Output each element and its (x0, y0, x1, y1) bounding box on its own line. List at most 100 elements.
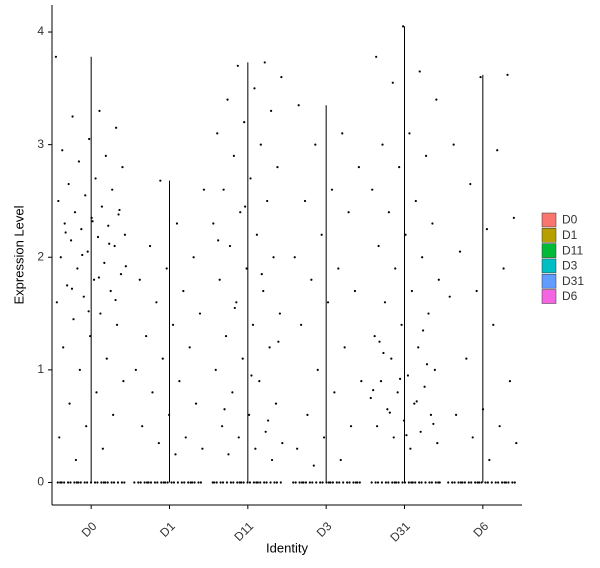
point (141, 425, 144, 428)
point (410, 289, 413, 293)
point (244, 205, 247, 208)
point (100, 481, 103, 484)
point (168, 413, 171, 417)
point (106, 481, 109, 484)
point (325, 481, 328, 484)
point (300, 481, 304, 484)
point (199, 481, 203, 484)
point (386, 408, 389, 411)
point (57, 199, 60, 203)
legend-key (541, 289, 557, 304)
point (88, 137, 91, 141)
legend-key (541, 212, 557, 228)
point (465, 357, 468, 360)
point (378, 340, 381, 343)
point (192, 256, 195, 259)
point (515, 441, 518, 445)
point (303, 199, 307, 203)
point (112, 413, 115, 417)
point (321, 481, 324, 484)
point (94, 177, 97, 180)
point (93, 481, 97, 484)
y-tick-label: 1 (37, 362, 44, 376)
point (274, 402, 278, 405)
point (265, 481, 268, 484)
point (156, 481, 159, 484)
point (374, 481, 377, 484)
point (255, 481, 258, 484)
point (322, 436, 326, 439)
point (392, 436, 395, 439)
point (262, 289, 265, 293)
point (390, 357, 393, 360)
point (320, 233, 323, 236)
point (232, 154, 235, 158)
point (157, 441, 160, 445)
point (511, 481, 514, 484)
point (124, 265, 127, 268)
point (369, 396, 372, 400)
point (492, 323, 495, 326)
point (408, 132, 411, 135)
point (484, 481, 487, 484)
point (238, 481, 241, 484)
point (86, 481, 89, 484)
point (123, 481, 126, 484)
point (357, 166, 360, 169)
point (155, 301, 158, 304)
point (248, 481, 252, 484)
point (481, 408, 485, 411)
x-tick-label: D3 (314, 519, 335, 540)
point (410, 481, 413, 484)
point (397, 481, 400, 484)
point (387, 481, 390, 484)
point (278, 312, 281, 315)
point (401, 481, 404, 484)
point (379, 380, 383, 383)
point (345, 481, 349, 484)
point (485, 227, 489, 231)
point (242, 481, 245, 484)
point (187, 481, 190, 484)
point (319, 481, 322, 484)
point (149, 481, 153, 484)
point (110, 481, 113, 484)
point (176, 481, 180, 484)
point (252, 481, 255, 484)
point (314, 143, 317, 146)
point (117, 213, 120, 216)
point (71, 115, 74, 118)
point (113, 244, 116, 248)
point (122, 380, 125, 383)
point (198, 312, 202, 315)
point (255, 233, 258, 236)
point (243, 121, 246, 124)
point (214, 368, 217, 371)
point (221, 481, 225, 484)
point (79, 481, 82, 484)
point (458, 250, 462, 253)
point (188, 346, 191, 349)
point (66, 481, 70, 484)
point (409, 447, 412, 450)
point (372, 389, 375, 392)
point (229, 481, 232, 484)
point (228, 244, 232, 248)
point (134, 368, 137, 371)
point (375, 425, 379, 428)
point (451, 481, 454, 484)
point (500, 481, 504, 484)
point (74, 458, 78, 462)
point (418, 70, 421, 73)
point (431, 222, 434, 225)
point (421, 256, 424, 259)
point (58, 436, 61, 439)
point (418, 481, 421, 484)
point (73, 481, 76, 484)
point (182, 289, 185, 293)
point (183, 481, 186, 484)
point (153, 481, 157, 484)
point (236, 64, 239, 67)
point (118, 208, 121, 212)
point (83, 481, 86, 484)
